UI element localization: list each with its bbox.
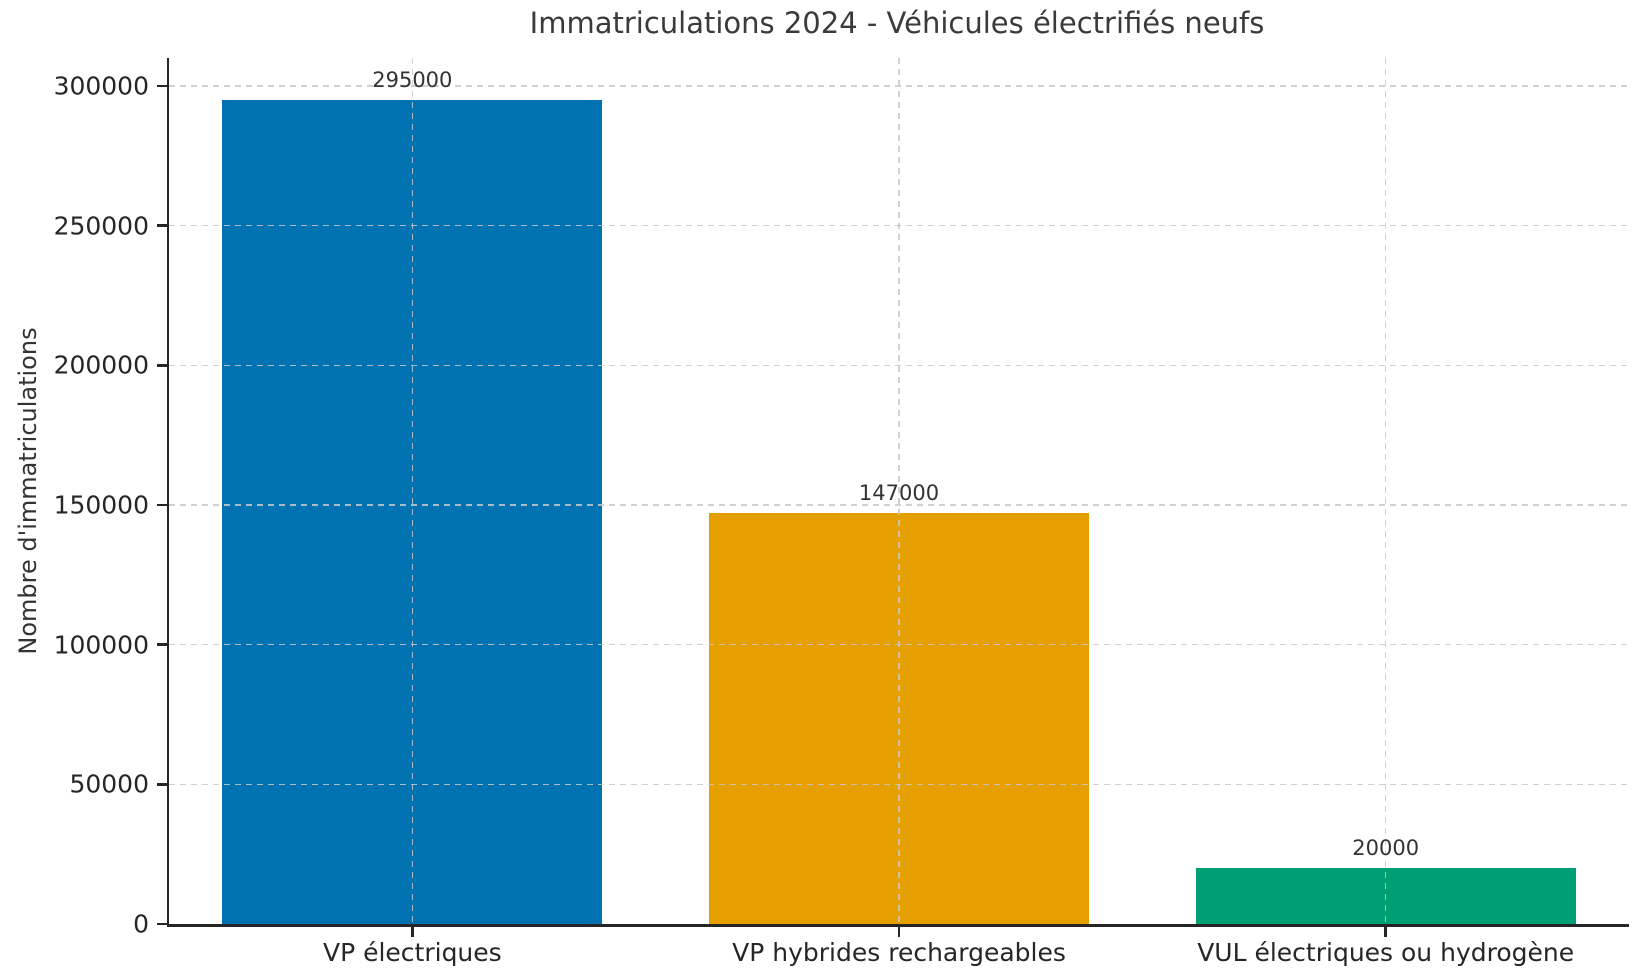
y-tick-mark <box>156 783 167 786</box>
bar-value-label: 147000 <box>858 481 940 506</box>
x-tick-mark <box>411 927 414 937</box>
x-tick-label: VP électriques <box>322 938 502 967</box>
bar-value-label: 295000 <box>372 67 453 92</box>
y-tick-label: 50000 <box>69 769 149 799</box>
y-tick-label: 250000 <box>53 211 149 241</box>
y-tick-label: 0 <box>133 909 149 939</box>
y-tick-mark <box>156 224 167 227</box>
x-tick-mark <box>1384 927 1387 937</box>
v-gridline <box>1384 58 1387 924</box>
y-tick-label: 150000 <box>53 490 149 520</box>
y-tick-mark <box>156 643 167 646</box>
y-tick-mark <box>156 364 167 367</box>
y-tick-label: 100000 <box>53 630 149 660</box>
v-gridline <box>898 58 900 924</box>
x-tick-label: VP hybrides rechargeables <box>732 938 1066 967</box>
plot-area: 0 50000 100000 150000 200000 250000 300000 VP é… <box>54 58 1629 967</box>
x-tick-mark <box>897 927 901 937</box>
chart-title: Immatriculations 2024 - Véhicules électr… <box>529 6 1265 40</box>
y-tick-mark <box>156 84 167 88</box>
bar-value-label: 20000 <box>1352 836 1420 861</box>
v-gridline <box>411 58 414 924</box>
y-tick-label: 200000 <box>53 350 149 380</box>
y-tick-label: 300000 <box>53 71 149 101</box>
x-tick-label: VUL électriques ou hydrogène <box>1197 938 1575 967</box>
y-tick-mark <box>156 503 167 507</box>
y-tick-mark <box>156 922 167 926</box>
y-axis-label: Nombre d'immatriculations <box>14 327 42 655</box>
